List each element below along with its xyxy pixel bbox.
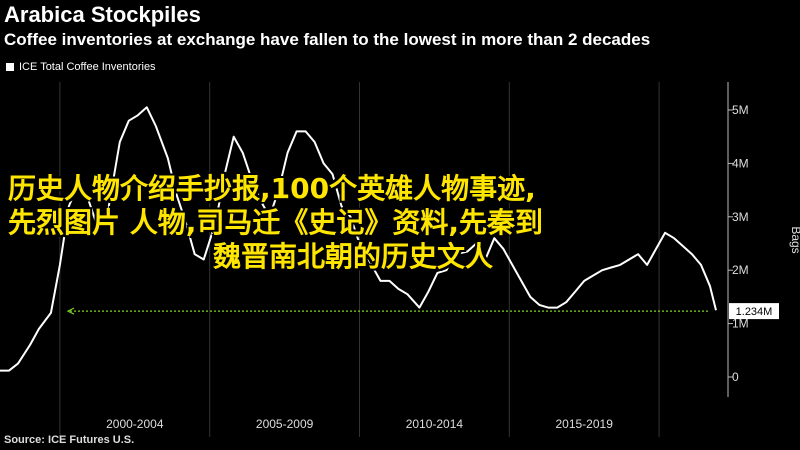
- y-axis-label: Bags: [789, 226, 800, 253]
- y-tick-label-4: 4M: [732, 156, 749, 170]
- y-tick-label-3: 3M: [732, 210, 749, 224]
- y-tick-label-5: 5M: [732, 103, 749, 117]
- source-note: Source: ICE Futures U.S.: [4, 434, 135, 446]
- last-value-label: 1.234M: [736, 306, 773, 318]
- y-tick-label-2: 2M: [732, 263, 749, 277]
- x-band-label-1: 2005-2009: [256, 417, 314, 431]
- series-line: [0, 106, 717, 372]
- last-value-box: [729, 303, 779, 320]
- x-band-label-2: 2010-2014: [406, 417, 464, 431]
- y-tick-label-0: 0: [732, 370, 739, 384]
- chart-title: Arabica Stockpiles: [4, 2, 201, 27]
- x-band-label-3: 2015-2019: [555, 417, 613, 431]
- legend: ICE Total Coffee Inventories: [6, 61, 156, 73]
- reference-arrow-icon: [66, 307, 75, 315]
- legend-swatch: [6, 63, 14, 71]
- overlay-caption: 历史人物介绍手抄报,100个英雄人物事迹, 先烈图片 人物,司马迁《史记》资料,…: [8, 172, 728, 274]
- overlay-line-2: 先烈图片 人物,司马迁《史记》资料,先秦到: [8, 206, 544, 239]
- legend-label: ICE Total Coffee Inventories: [19, 61, 156, 73]
- y-tick-label-1: 1M: [732, 317, 749, 331]
- overlay-line-1: 历史人物介绍手抄报,100个英雄人物事迹,: [8, 172, 536, 205]
- chart-subtitle: Coffee inventories at exchange have fall…: [4, 30, 651, 49]
- x-band-label-0: 2000-2004: [106, 417, 164, 431]
- overlay-line-3: 魏晋南北朝的历史文人: [213, 240, 494, 273]
